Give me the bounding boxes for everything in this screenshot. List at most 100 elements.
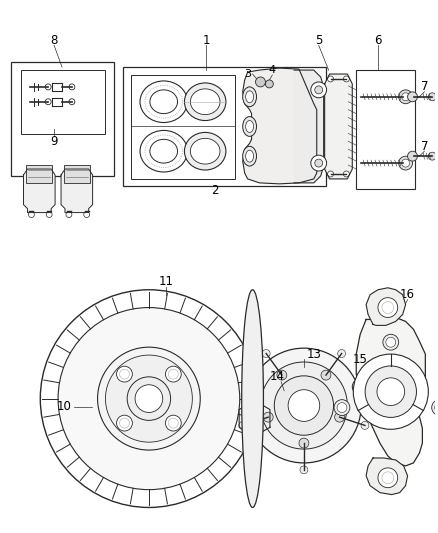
Bar bbox=[26, 165, 52, 183]
Circle shape bbox=[335, 412, 345, 422]
Text: 2: 2 bbox=[211, 184, 219, 197]
Circle shape bbox=[311, 82, 327, 98]
Circle shape bbox=[399, 90, 413, 104]
Ellipse shape bbox=[242, 290, 263, 507]
Polygon shape bbox=[366, 458, 408, 495]
Polygon shape bbox=[294, 70, 324, 183]
Ellipse shape bbox=[140, 81, 187, 123]
Circle shape bbox=[58, 308, 240, 490]
Circle shape bbox=[382, 472, 394, 484]
Polygon shape bbox=[243, 68, 317, 184]
Circle shape bbox=[245, 408, 265, 429]
Circle shape bbox=[365, 366, 417, 417]
Circle shape bbox=[338, 350, 346, 358]
Ellipse shape bbox=[191, 139, 220, 164]
Circle shape bbox=[434, 402, 438, 413]
Text: 12: 12 bbox=[244, 375, 259, 388]
Circle shape bbox=[315, 86, 323, 94]
Ellipse shape bbox=[150, 139, 177, 163]
Circle shape bbox=[321, 370, 331, 380]
Circle shape bbox=[166, 366, 181, 382]
Circle shape bbox=[98, 347, 200, 450]
Circle shape bbox=[40, 290, 258, 507]
Circle shape bbox=[399, 156, 413, 170]
Circle shape bbox=[166, 415, 181, 431]
Circle shape bbox=[120, 369, 129, 379]
Polygon shape bbox=[366, 288, 406, 325]
Text: 7: 7 bbox=[420, 140, 428, 153]
Ellipse shape bbox=[243, 87, 257, 107]
Ellipse shape bbox=[140, 131, 187, 172]
Circle shape bbox=[382, 302, 394, 313]
Circle shape bbox=[343, 76, 350, 82]
Polygon shape bbox=[325, 74, 352, 179]
Circle shape bbox=[288, 390, 320, 422]
Ellipse shape bbox=[246, 150, 254, 162]
Circle shape bbox=[106, 355, 192, 442]
Text: 14: 14 bbox=[270, 370, 285, 383]
Circle shape bbox=[261, 362, 347, 449]
Circle shape bbox=[334, 400, 350, 416]
Circle shape bbox=[45, 84, 51, 90]
Circle shape bbox=[408, 92, 417, 102]
Circle shape bbox=[300, 466, 308, 474]
Text: 11: 11 bbox=[158, 276, 173, 288]
Ellipse shape bbox=[243, 117, 257, 136]
Bar bbox=[123, 67, 325, 186]
Circle shape bbox=[277, 370, 287, 380]
Circle shape bbox=[328, 76, 333, 82]
Text: 3: 3 bbox=[244, 69, 251, 79]
Circle shape bbox=[315, 159, 323, 167]
Circle shape bbox=[352, 379, 368, 394]
Circle shape bbox=[249, 413, 261, 424]
Circle shape bbox=[337, 402, 347, 413]
Circle shape bbox=[168, 418, 178, 428]
Circle shape bbox=[357, 406, 363, 411]
Bar bbox=[11, 62, 114, 176]
Circle shape bbox=[255, 77, 265, 87]
Text: 16: 16 bbox=[400, 288, 415, 301]
Text: 13: 13 bbox=[306, 348, 321, 361]
Bar bbox=[21, 70, 106, 134]
Circle shape bbox=[361, 422, 369, 430]
Polygon shape bbox=[24, 169, 55, 213]
Circle shape bbox=[343, 171, 350, 177]
Ellipse shape bbox=[184, 83, 226, 120]
Text: 4: 4 bbox=[269, 65, 276, 75]
Circle shape bbox=[69, 99, 75, 104]
Circle shape bbox=[311, 155, 327, 171]
Circle shape bbox=[408, 151, 417, 161]
Circle shape bbox=[377, 378, 405, 406]
Circle shape bbox=[69, 84, 75, 90]
Circle shape bbox=[239, 422, 247, 430]
Circle shape bbox=[378, 297, 398, 318]
Bar bbox=[356, 70, 416, 189]
Circle shape bbox=[386, 337, 396, 347]
Circle shape bbox=[265, 80, 273, 88]
Ellipse shape bbox=[150, 90, 177, 114]
Polygon shape bbox=[61, 169, 92, 213]
Text: 7: 7 bbox=[420, 80, 428, 93]
Circle shape bbox=[117, 366, 132, 382]
Circle shape bbox=[127, 377, 171, 421]
Text: 15: 15 bbox=[353, 352, 367, 366]
Circle shape bbox=[247, 348, 361, 463]
Ellipse shape bbox=[191, 89, 220, 115]
Circle shape bbox=[378, 468, 398, 488]
Circle shape bbox=[263, 412, 273, 422]
Circle shape bbox=[168, 369, 178, 379]
Text: 5: 5 bbox=[315, 34, 322, 47]
Polygon shape bbox=[239, 401, 270, 436]
Text: 10: 10 bbox=[57, 400, 71, 413]
Circle shape bbox=[66, 212, 72, 217]
Polygon shape bbox=[356, 318, 425, 466]
Ellipse shape bbox=[246, 120, 254, 132]
Text: 6: 6 bbox=[374, 34, 381, 47]
Ellipse shape bbox=[184, 132, 226, 170]
Circle shape bbox=[274, 376, 333, 435]
Circle shape bbox=[84, 212, 90, 217]
Circle shape bbox=[262, 350, 270, 358]
Bar bbox=[64, 165, 90, 183]
Circle shape bbox=[383, 334, 399, 350]
Text: 8: 8 bbox=[50, 34, 58, 47]
